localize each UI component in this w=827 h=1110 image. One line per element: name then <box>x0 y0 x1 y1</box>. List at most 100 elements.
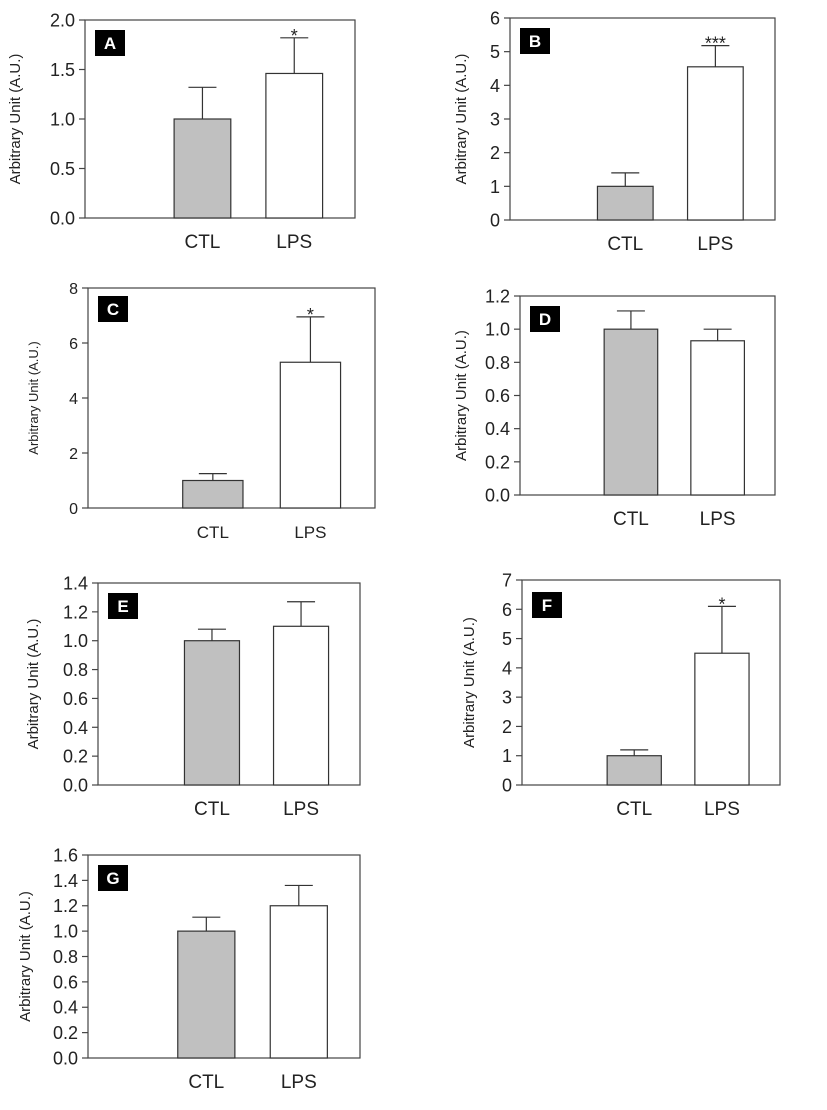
y-tick-label: 1.0 <box>485 320 510 340</box>
y-tick-label: 0.2 <box>53 1023 78 1043</box>
y-tick-label: 0.0 <box>63 775 88 795</box>
panel-g: 0.0 0.2 0.4 0.6 0.8 1.0 1.2 1.4 1.6 Arbitrary Uni… <box>17 845 361 1093</box>
y-tick-label: 2 <box>490 143 500 163</box>
y-tick-label: 0.5 <box>50 159 75 179</box>
y-tick-label: 0.4 <box>53 998 78 1018</box>
x-category-label: CTL <box>616 799 652 820</box>
y-axis-label: Arbitrary Unit (A.U.) <box>17 891 34 1022</box>
y-tick-label: 0.2 <box>63 747 88 767</box>
bar-ctl <box>606 755 662 786</box>
x-category-label: LPS <box>283 799 319 820</box>
panel-letter: G <box>106 869 119 888</box>
x-category-label: CTL <box>607 234 643 255</box>
y-tick-label: 1.2 <box>63 602 88 622</box>
panel-b: 0 1 2 3 4 5 6 Arbitrary Unit (A.U.) CTL *** LPS B <box>453 8 776 255</box>
x-category-label: CTL <box>194 799 230 820</box>
y-tick-label: 0.8 <box>53 947 78 967</box>
y-tick-label: 0.6 <box>63 689 88 709</box>
y-tick-label: 0.8 <box>63 660 88 680</box>
y-tick-label: 1 <box>490 177 500 197</box>
x-category-label: LPS <box>697 234 733 255</box>
panel-letter-badge <box>108 593 138 619</box>
bar-lps <box>690 340 745 496</box>
y-tick-label: 6 <box>502 600 512 620</box>
y-tick-label: 0.6 <box>53 972 78 992</box>
y-tick-label: 1.0 <box>63 631 88 651</box>
y-tick-label: 0.4 <box>485 419 510 439</box>
y-tick-label: 3 <box>502 688 512 708</box>
y-tick-label: 1.4 <box>63 573 88 593</box>
panel-letter-badge <box>98 865 128 891</box>
y-tick-label: 0.0 <box>485 485 510 505</box>
y-tick-label: 1.6 <box>53 845 78 865</box>
x-category-label: LPS <box>281 1072 317 1093</box>
panel-letter: B <box>529 32 541 51</box>
y-tick-label: 2 <box>69 446 78 463</box>
x-category-label: CTL <box>188 1072 224 1093</box>
y-tick-label: 1.2 <box>53 896 78 916</box>
y-tick-label: 2.0 <box>50 10 75 30</box>
y-tick-label: 5 <box>502 629 512 649</box>
panel-letter-badge <box>98 296 128 322</box>
panel-letter-badge <box>532 592 562 618</box>
y-tick-label: 4 <box>490 76 500 96</box>
panel-e: 0.0 0.2 0.4 0.6 0.8 1.0 1.2 1.4 Arbitrary Unit (… <box>25 573 361 820</box>
y-tick-label: 0.6 <box>485 386 510 406</box>
bar-lps <box>686 66 744 221</box>
y-tick-label: 1.4 <box>53 871 78 891</box>
panel-letter-badge <box>530 306 560 332</box>
significance-marker: * <box>718 594 725 614</box>
bar-lps <box>265 72 324 219</box>
y-tick-label: 0 <box>69 501 78 518</box>
bar-lps <box>279 361 342 509</box>
x-category-label: LPS <box>700 509 736 530</box>
y-tick-label: 8 <box>69 281 78 298</box>
x-category-label: CTL <box>197 523 229 542</box>
panel-letter: E <box>117 597 128 616</box>
y-tick-label: 4 <box>69 391 78 408</box>
panel-letter-badge <box>520 28 550 54</box>
y-axis-label: Arbitrary Unit (A.U.) <box>453 54 470 185</box>
y-tick-label: 0 <box>490 210 500 230</box>
x-category-label: LPS <box>294 523 326 542</box>
panel-f: 0 1 2 3 4 5 6 7 Arbitrary Unit (A.U.) CTL * LPS F <box>461 570 781 820</box>
y-axis-label: Arbitrary Unit (A.U.) <box>25 619 42 750</box>
panel-d: 0.0 0.2 0.4 0.6 0.8 1.0 1.2 Arbitrary Unit (A.U… <box>453 286 776 530</box>
bar-ctl <box>183 640 241 786</box>
y-tick-label: 1.0 <box>50 109 75 129</box>
y-tick-label: 0.4 <box>63 718 88 738</box>
y-axis-label: Arbitrary Unit (A.U.) <box>26 341 41 454</box>
y-tick-label: 3 <box>490 109 500 129</box>
panel-c: 0 2 4 6 8 Arbitrary Unit (A.U.) CTL * LPS C <box>26 281 376 542</box>
x-category-label: LPS <box>276 232 312 253</box>
y-tick-label: 0.0 <box>53 1048 78 1068</box>
y-tick-label: 1.0 <box>53 922 78 942</box>
y-tick-label: 0.2 <box>485 452 510 472</box>
y-tick-label: 7 <box>502 570 512 590</box>
bar-ctl <box>603 328 659 496</box>
panel-a: 0.0 0.5 1.0 1.5 2.0 Arbitrary Unit (A.U.) CTL *… <box>7 10 356 253</box>
panel-letter-badge <box>95 30 125 56</box>
panel-letter: F <box>542 596 552 615</box>
panel-letter: C <box>107 300 119 319</box>
bar-ctl <box>173 118 232 219</box>
x-category-label: CTL <box>613 509 649 530</box>
bar-ctl <box>177 930 236 1059</box>
significance-marker: * <box>307 305 314 325</box>
y-tick-label: 5 <box>490 42 500 62</box>
x-category-label: LPS <box>704 799 740 820</box>
y-axis-label: Arbitrary Unit (A.U.) <box>7 54 24 185</box>
bar-ctl <box>596 185 654 221</box>
y-tick-label: 0.0 <box>50 208 75 228</box>
y-tick-label: 4 <box>502 658 512 678</box>
bar-lps <box>272 625 330 786</box>
y-tick-label: 0 <box>502 775 512 795</box>
y-tick-label: 0.8 <box>485 353 510 373</box>
y-tick-label: 6 <box>490 8 500 28</box>
y-tick-label: 6 <box>69 336 78 353</box>
y-tick-label: 1 <box>502 746 512 766</box>
panel-letter: D <box>539 310 551 329</box>
bar-ctl <box>182 479 244 509</box>
significance-marker: * <box>291 26 298 46</box>
